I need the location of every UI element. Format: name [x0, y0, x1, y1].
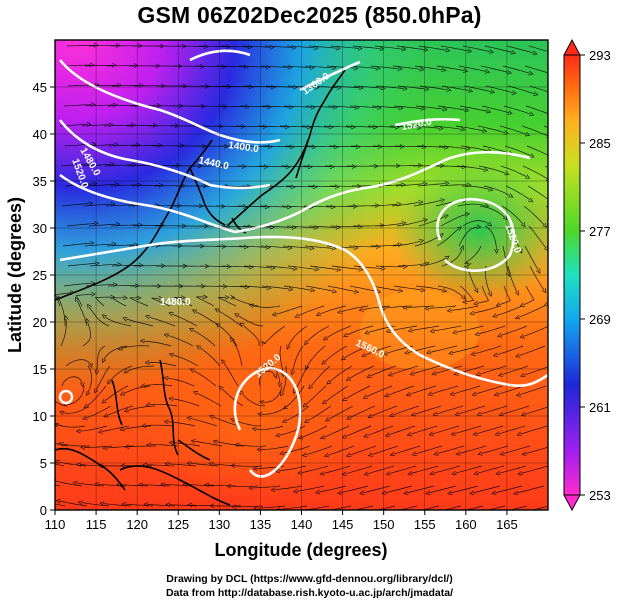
- y-tick-label: 30: [33, 221, 47, 236]
- colorbar-tick-label: 277: [589, 224, 611, 239]
- credit-drawing: Drawing by DCL (https://www.gfd-dennou.o…: [166, 573, 453, 585]
- y-tick-label: 45: [33, 80, 47, 95]
- colorbar-tick-label: 285: [589, 136, 611, 151]
- y-tick-label: 10: [33, 409, 47, 424]
- height-contours: [58, 49, 548, 478]
- contour-label: 1480.0: [160, 297, 191, 308]
- x-axis-label: Longitude (degrees): [214, 540, 387, 560]
- cyclone-marker: [58, 389, 74, 405]
- contour-label: 1520.0: [401, 117, 433, 133]
- x-tick-label: 135: [250, 517, 272, 532]
- x-tick-label: 130: [208, 517, 230, 532]
- x-tick-label: 120: [126, 517, 148, 532]
- wind-streamlines: [55, 42, 548, 510]
- y-tick-label: 40: [33, 127, 47, 142]
- y-tick-label: 35: [33, 174, 47, 189]
- y-axis-ticks: 0 5 10 15 20 25 30 35 40 45: [33, 80, 55, 518]
- contour-label: 1400.0: [228, 140, 260, 155]
- coastlines: [55, 69, 346, 506]
- x-tick-label: 145: [332, 517, 354, 532]
- x-tick-label: 115: [86, 517, 107, 532]
- y-tick-label: 0: [40, 503, 47, 518]
- x-tick-label: 150: [373, 517, 395, 532]
- colorbar-tick-label: 269: [589, 312, 611, 327]
- y-tick-label: 15: [33, 362, 47, 377]
- colorbar: 293 285 277 269 261 253: [563, 38, 611, 512]
- map-grid: [54, 40, 548, 511]
- x-tick-label: 155: [414, 517, 436, 532]
- y-tick-label: 25: [33, 268, 47, 283]
- map-title: GSM 06Z02Dec2025 (850.0hPa): [137, 2, 482, 28]
- x-tick-label: 140: [291, 517, 313, 532]
- x-tick-label: 110: [45, 517, 66, 532]
- y-tick-label: 5: [40, 456, 47, 471]
- x-tick-label: 160: [455, 517, 477, 532]
- x-tick-label: 125: [167, 517, 189, 532]
- x-axis-ticks: 110 115 120 125 130 135 140 145 150 155 160 165: [45, 510, 518, 532]
- y-axis-label: Latitude (degrees): [5, 197, 25, 353]
- colorbar-tick-label: 293: [589, 48, 611, 63]
- colorbar-tick-label: 253: [589, 488, 611, 503]
- credit-data-source: Data from http://database.rish.kyoto-u.a…: [165, 587, 454, 599]
- x-tick-label: 165: [496, 517, 518, 532]
- colorbar-tick-label: 261: [589, 400, 611, 415]
- y-tick-label: 20: [33, 315, 47, 330]
